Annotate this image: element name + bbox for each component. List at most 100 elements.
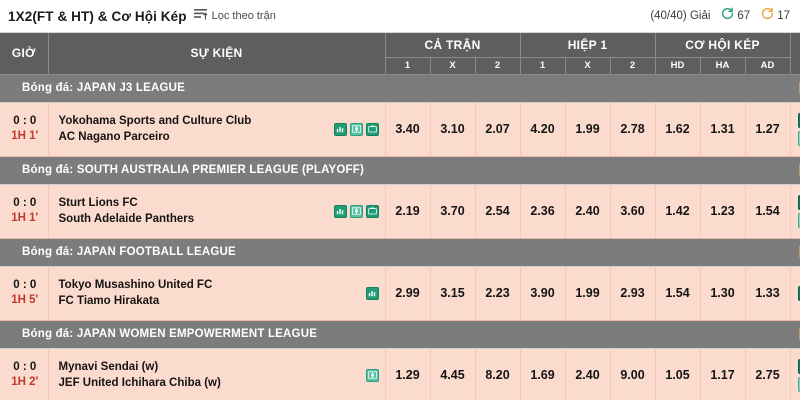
odd-ht-1[interactable]: 1.69 (520, 348, 566, 400)
league-header-row[interactable]: Bóng đá: JAPAN FOOTBALL LEAGUE (0, 238, 800, 267)
media-icon-group (333, 204, 379, 218)
odd-dc-ad[interactable]: 1.27 (745, 102, 791, 157)
media-icon-group (365, 286, 379, 300)
odd-ht-1[interactable]: 3.90 (520, 266, 566, 321)
match-event-cell[interactable]: Yokohama Sports and Culture Club AC Naga… (48, 102, 386, 157)
column-header-ft-2: 2 (475, 57, 521, 75)
alert-bell-icon[interactable] (798, 81, 800, 94)
table-header: GIỜ SỰ KIỆN CẢ TRẬN HIỆP 1 CƠ HỘI KÉP 1 … (0, 33, 800, 75)
stats-icon[interactable] (365, 286, 379, 300)
league-header-row[interactable]: Bóng đá: JAPAN J3 LEAGUE (0, 74, 800, 103)
cash-out-icon[interactable]: $ (797, 194, 800, 210)
column-header-dc-hd: HD (655, 57, 701, 75)
live-refresh-green[interactable]: 67 (721, 7, 750, 25)
league-header-cell[interactable]: Bóng đá: JAPAN WOMEN EMPOWERMENT LEAGUE (0, 320, 791, 349)
odd-ft-1[interactable]: 1.29 (385, 348, 431, 400)
team-names: Tokyo Musashino United FC FC Tiamo Hirak… (59, 277, 213, 309)
match-row[interactable]: 0 : 0 1H 5' Tokyo Musashino United FC FC… (0, 266, 800, 321)
pitch-icon[interactable] (365, 368, 379, 382)
league-header-cell[interactable]: Bóng đá: SOUTH AUSTRALIA PREMIER LEAGUE … (0, 156, 791, 185)
cash-out-icon[interactable]: $ (797, 112, 800, 128)
odd-ht-x[interactable]: 1.99 (565, 102, 611, 157)
alert-bell-icon[interactable] (798, 245, 800, 258)
odd-dc-ad[interactable]: 1.33 (745, 266, 791, 321)
odd-ht-x[interactable]: 1.99 (565, 266, 611, 321)
odd-ht-1[interactable]: 2.36 (520, 184, 566, 239)
odd-dc-hd[interactable]: 1.05 (655, 348, 701, 400)
media-icon-group (333, 122, 379, 136)
odd-ht-1[interactable]: 4.20 (520, 102, 566, 157)
tv-icon[interactable] (365, 122, 379, 136)
odd-dc-ha[interactable]: 1.17 (700, 348, 746, 400)
match-time-cell: 0 : 0 1H 2' (0, 348, 49, 400)
odd-ht-2[interactable]: 9.00 (610, 348, 656, 400)
column-header-ft-1: 1 (385, 57, 431, 75)
odd-dc-ad[interactable]: 2.75 (745, 348, 791, 400)
refresh-icon (761, 7, 774, 25)
filter-lines-icon (193, 7, 208, 25)
column-header-ht-x: X (565, 57, 611, 75)
match-score: 0 : 0 (13, 115, 37, 127)
match-event-cell[interactable]: Mynavi Sendai (w) JEF United Ichihara Ch… (48, 348, 386, 400)
league-action-cell[interactable] (790, 156, 800, 185)
odd-dc-ha[interactable]: 1.23 (700, 184, 746, 239)
league-header-row[interactable]: Bóng đá: SOUTH AUSTRALIA PREMIER LEAGUE … (0, 156, 800, 185)
match-row[interactable]: 0 : 0 1H 1' Sturt Lions FC South Adelaid… (0, 184, 800, 239)
odd-ht-2[interactable]: 3.60 (610, 184, 656, 239)
league-action-cell[interactable] (790, 320, 800, 349)
odd-ft-2[interactable]: 2.23 (475, 266, 521, 321)
stats-bar-icon[interactable] (797, 376, 800, 392)
match-period: 1H 5' (11, 294, 39, 306)
match-event-cell[interactable]: Sturt Lions FC South Adelaide Panthers (48, 184, 386, 239)
top-bar-right: (40/40) Giải 67 17 (650, 7, 790, 25)
odd-ht-2[interactable]: 2.93 (610, 266, 656, 321)
league-header-cell[interactable]: Bóng đá: JAPAN FOOTBALL LEAGUE (0, 238, 791, 267)
odd-ft-x[interactable]: 4.45 (430, 348, 476, 400)
odd-ft-2[interactable]: 2.07 (475, 102, 521, 157)
odd-ht-x[interactable]: 2.40 (565, 184, 611, 239)
match-row[interactable]: 0 : 0 1H 1' Yokohama Sports and Culture … (0, 102, 800, 157)
team-names: Yokohama Sports and Culture Club AC Naga… (59, 113, 252, 145)
odd-ft-1[interactable]: 2.19 (385, 184, 431, 239)
cash-out-icon[interactable]: $ (797, 358, 800, 374)
league-header-cell[interactable]: Bóng đá: JAPAN J3 LEAGUE (0, 74, 791, 103)
odd-ft-1[interactable]: 2.99 (385, 266, 431, 321)
match-row[interactable]: 0 : 0 1H 2' Mynavi Sendai (w) JEF United… (0, 348, 800, 400)
pitch-icon[interactable] (349, 122, 363, 136)
stats-bar-icon[interactable] (797, 212, 800, 228)
league-action-cell[interactable] (790, 74, 800, 103)
odd-ft-1[interactable]: 3.40 (385, 102, 431, 157)
odd-ft-x[interactable]: 3.15 (430, 266, 476, 321)
odd-ft-x[interactable]: 3.10 (430, 102, 476, 157)
odd-dc-hd[interactable]: 1.42 (655, 184, 701, 239)
tv-icon[interactable] (365, 204, 379, 218)
match-period: 1H 1' (11, 212, 39, 224)
league-action-cell[interactable] (790, 238, 800, 267)
filter-by-match-button[interactable]: Lọc theo trận (193, 7, 276, 25)
match-action-cell: $ (790, 348, 800, 400)
home-team-name: Sturt Lions FC (58, 197, 138, 209)
odd-dc-ha[interactable]: 1.30 (700, 266, 746, 321)
live-refresh-orange[interactable]: 17 (761, 7, 790, 25)
stats-icon[interactable] (333, 122, 347, 136)
odd-ht-x[interactable]: 2.40 (565, 348, 611, 400)
page-title: 1X2(FT & HT) & Cơ Hội Kép (8, 8, 187, 24)
alert-bell-icon[interactable] (798, 163, 800, 176)
league-header-row[interactable]: Bóng đá: JAPAN WOMEN EMPOWERMENT LEAGUE (0, 320, 800, 349)
odd-dc-ad[interactable]: 1.54 (745, 184, 791, 239)
pitch-icon[interactable] (349, 204, 363, 218)
odd-dc-hd[interactable]: 1.54 (655, 266, 701, 321)
odd-dc-ha[interactable]: 1.31 (700, 102, 746, 157)
stats-bar-icon[interactable] (797, 130, 800, 146)
live-refresh-orange-count: 17 (777, 10, 790, 22)
league-name: Bóng đá: JAPAN FOOTBALL LEAGUE (22, 246, 236, 258)
match-event-cell[interactable]: Tokyo Musashino United FC FC Tiamo Hirak… (48, 266, 386, 321)
odd-ht-2[interactable]: 2.78 (610, 102, 656, 157)
stats-icon[interactable] (333, 204, 347, 218)
odd-ft-x[interactable]: 3.70 (430, 184, 476, 239)
alert-bell-icon[interactable] (798, 327, 800, 340)
cash-out-icon[interactable]: $ (797, 285, 800, 301)
odd-ft-2[interactable]: 8.20 (475, 348, 521, 400)
odd-dc-hd[interactable]: 1.62 (655, 102, 701, 157)
odd-ft-2[interactable]: 2.54 (475, 184, 521, 239)
